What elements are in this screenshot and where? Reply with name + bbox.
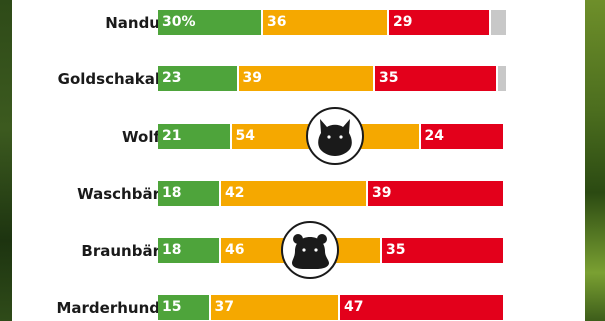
bar-segment-nandu-1: 36 (263, 10, 387, 35)
bar-segment-nandu-0: 30% (158, 10, 261, 35)
bar-segment-waschbaer-2: 39 (368, 181, 503, 206)
bar-segment-waschbaer-1: 42 (221, 181, 366, 206)
bar-segment-waschbaer-0: 18 (158, 181, 219, 206)
bar-segment-goldschakal-1: 39 (238, 66, 373, 91)
bar-segment-marderhund-2: 47 (340, 295, 503, 320)
category-label-nandu: Nandu (105, 14, 160, 32)
bar-segment-goldschakal-0: 23 (158, 66, 237, 91)
category-label-braunbaer: Braunbär (81, 242, 160, 260)
bar-segment-marderhund-0: 15 (158, 295, 209, 320)
bar-segment-marderhund-1: 37 (210, 295, 338, 320)
category-label-waschbaer: Waschbär (77, 185, 160, 203)
category-label-goldschakal: Goldschakal (57, 70, 160, 88)
forest-background-right (585, 0, 605, 321)
bar-segment-braunbaer-2: 35 (382, 238, 503, 263)
chart-panel: Nandu 30% 36 29 Goldschakal 23 39 35 Wolf 21 54 24 W… (12, 0, 585, 321)
category-label-wolf: Wolf (122, 128, 160, 146)
bar-segment-wolf-2: 24 (420, 124, 503, 149)
wolf-head-icon (306, 107, 365, 165)
bar-segment-nandu-2: 29 (389, 10, 489, 35)
bar-segment-braunbaer-0: 18 (158, 238, 219, 263)
bar-segment-wolf-0: 21 (158, 124, 230, 149)
category-label-marderhund: Marderhund (56, 299, 160, 317)
bar-segment-goldschakal-3 (497, 66, 506, 91)
bar-segment-nandu-3 (490, 10, 506, 35)
bar-segment-goldschakal-2: 35 (375, 66, 496, 91)
bear-head-icon (280, 221, 339, 279)
